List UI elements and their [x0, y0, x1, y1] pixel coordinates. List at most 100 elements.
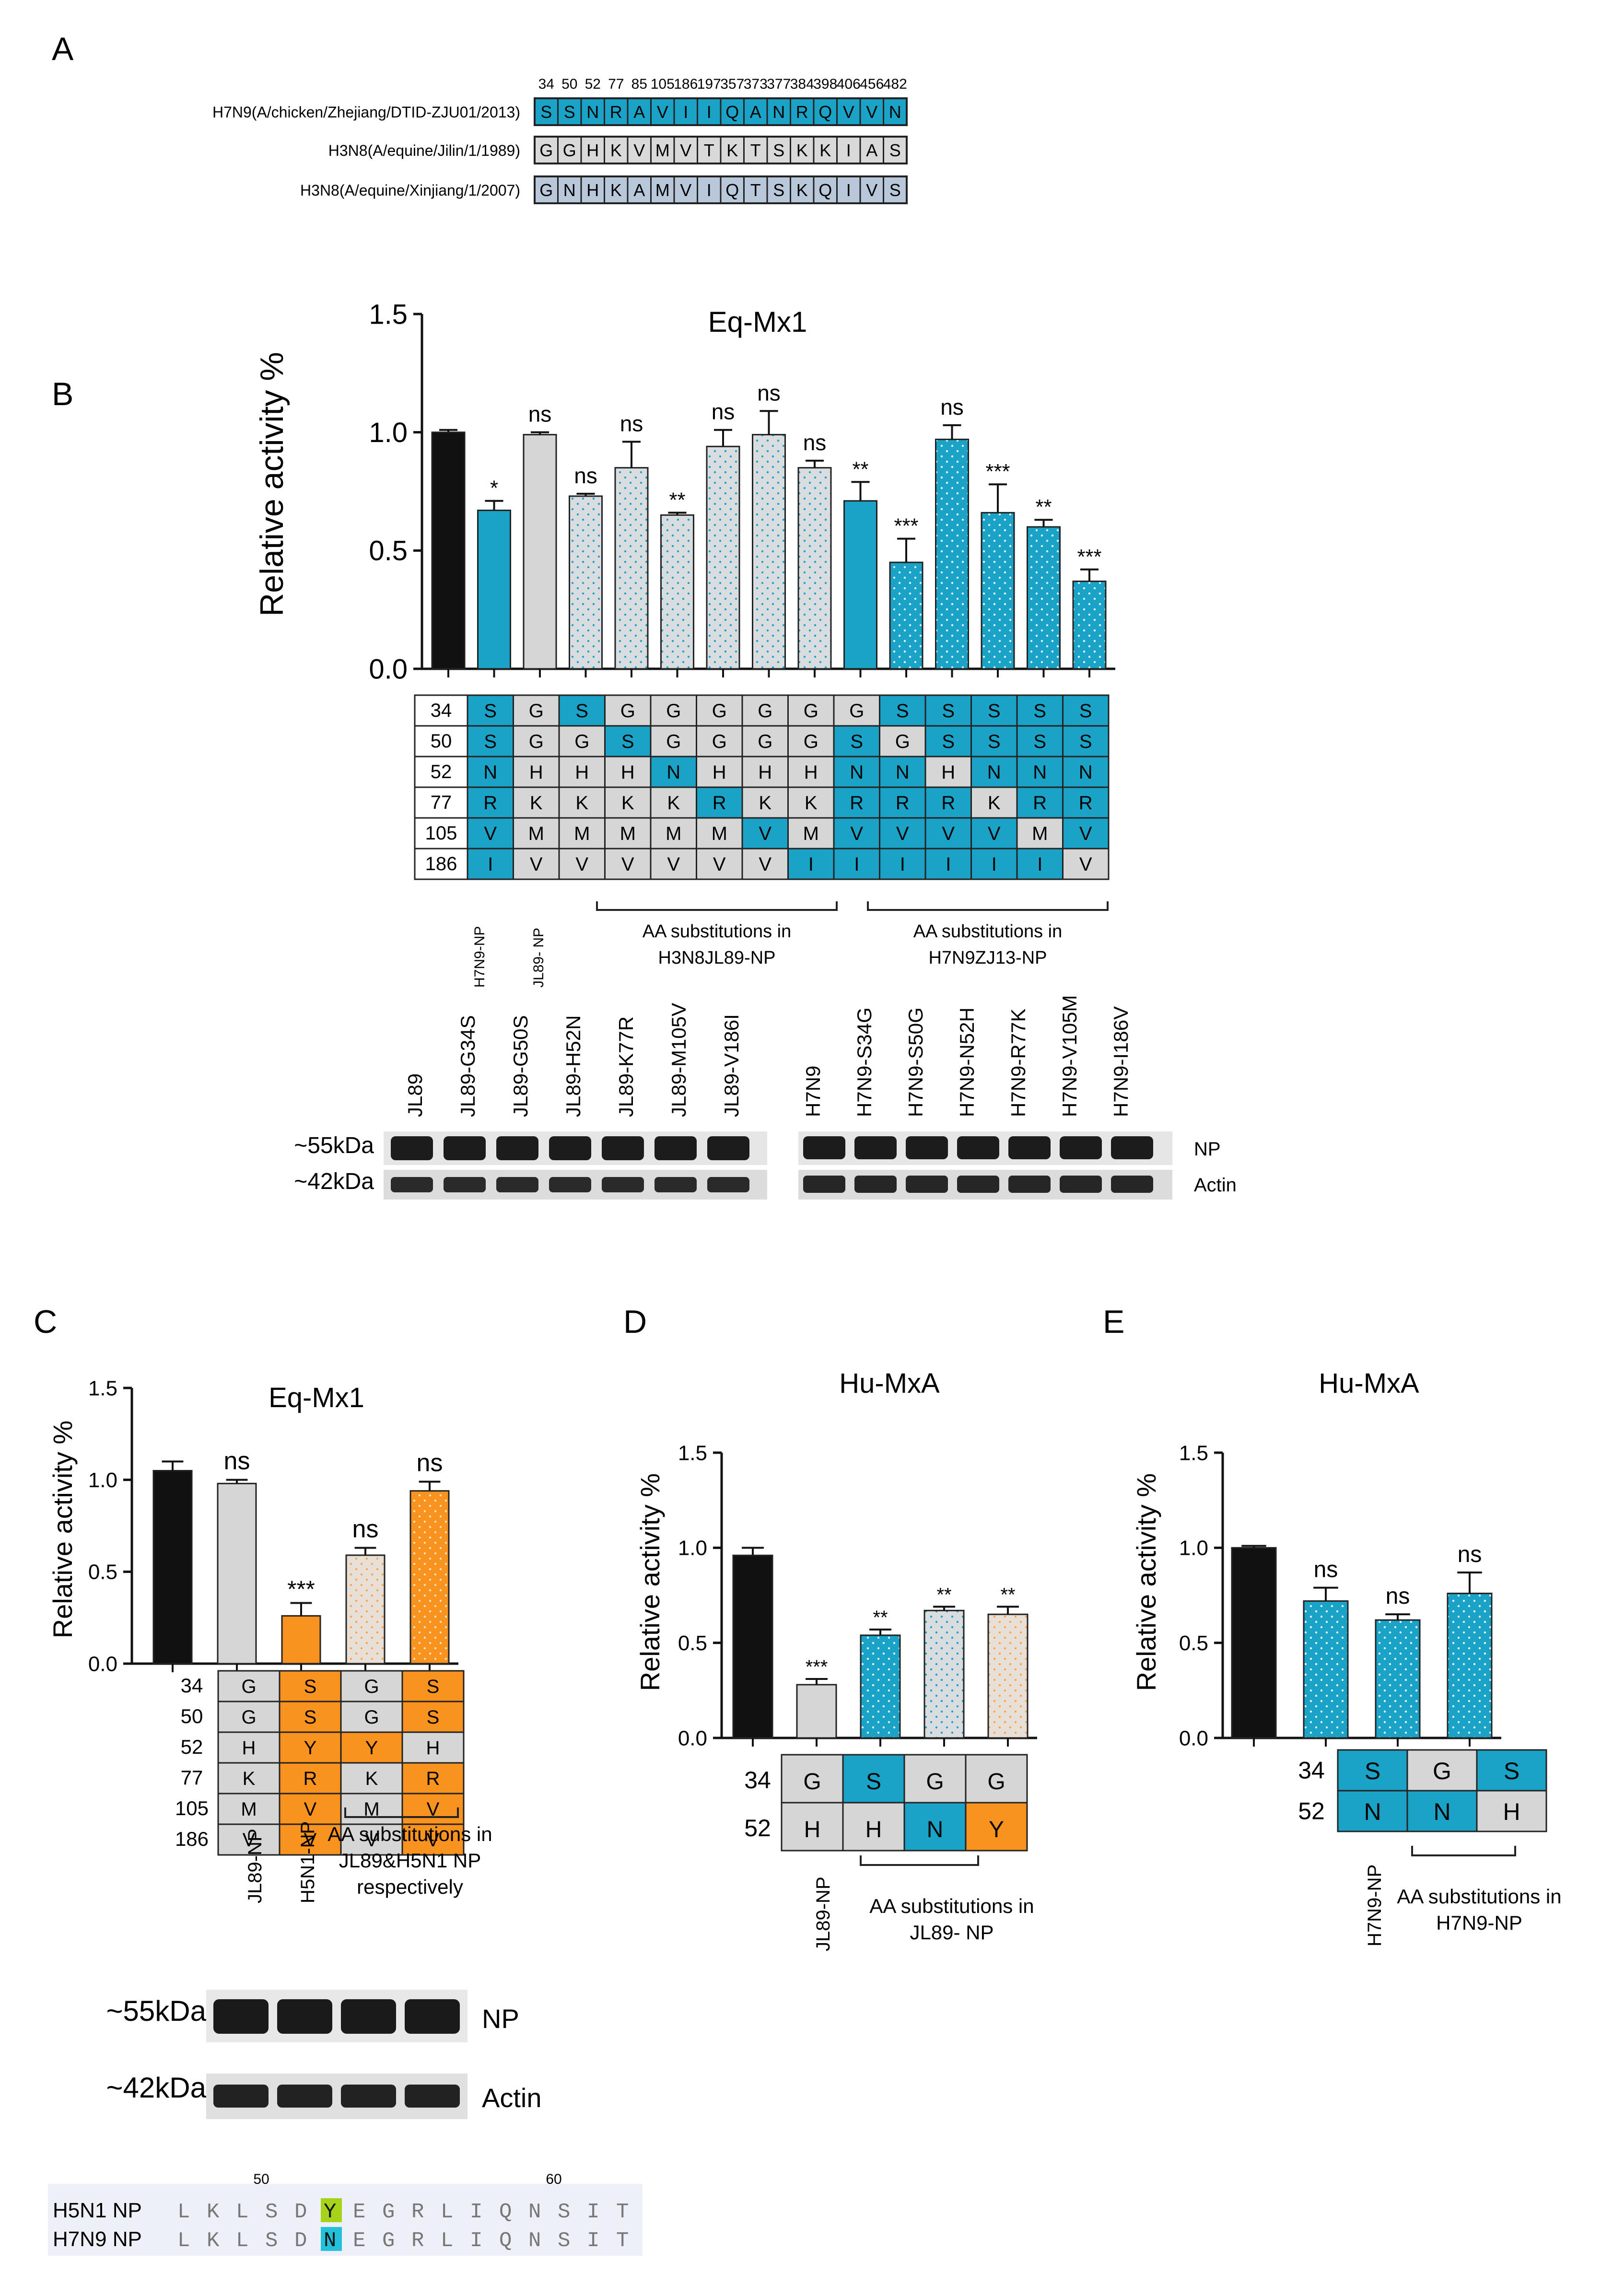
actin-band	[803, 1176, 845, 1193]
panel-d-label: D	[623, 1304, 647, 1340]
residue: G	[539, 180, 553, 200]
grid-cell	[965, 1802, 1028, 1852]
grid-residue: N	[850, 762, 864, 783]
significance-label: **	[852, 457, 868, 481]
lane-label: H7N9-S50G	[904, 1007, 927, 1117]
residue: Q	[818, 102, 832, 122]
grid-row-position: 77	[181, 1766, 203, 1789]
jl89-subs-bracket	[596, 901, 838, 911]
grid-residue: N	[1433, 1798, 1450, 1825]
significance-label: **	[1035, 495, 1052, 519]
np-band	[1008, 1136, 1051, 1159]
actin-band	[391, 1177, 433, 1192]
d-jl89-np-label: JL89-NP	[813, 1876, 834, 1951]
lane-label: JL89-G34S	[456, 1015, 479, 1117]
blot-c-actin-name: Actin	[482, 2083, 542, 2113]
grid-row-position: 52	[744, 1815, 771, 1841]
grid-residue: V	[1079, 823, 1092, 844]
residue: S	[889, 180, 901, 200]
grid-cell	[217, 1823, 281, 1856]
grid-residue: N	[1033, 762, 1047, 783]
residue: G	[539, 140, 553, 160]
residue: V	[633, 140, 645, 160]
d-subs-line2: JL89- NP	[910, 1921, 994, 1944]
sequence-residue: L	[236, 2200, 248, 2224]
lane-label: H7N9-R77K	[1007, 1009, 1029, 1117]
grid-residue: R	[941, 793, 955, 814]
sequence-residue: L	[441, 2200, 453, 2224]
np-band	[655, 1136, 697, 1160]
grid-residue: R	[896, 793, 910, 814]
grid-cell	[340, 1762, 403, 1795]
significance-label: ns	[620, 411, 643, 436]
actin-band	[707, 1177, 749, 1192]
grid-cell	[879, 786, 926, 819]
grid-residue: M	[528, 823, 544, 844]
panel-c-bands	[213, 1999, 460, 2108]
grid-residue: R	[304, 1768, 317, 1789]
grid-residue: S	[575, 700, 588, 722]
grid-residue: V	[667, 854, 680, 875]
sequence-residue: L	[177, 2200, 190, 2224]
grid-residue: S	[942, 731, 955, 752]
grid-cell	[467, 694, 514, 727]
grid-cell	[513, 756, 560, 788]
c-subs-bracket	[344, 1807, 459, 1818]
e-subs-bracket	[1411, 1846, 1516, 1856]
grid-cell	[558, 725, 606, 758]
grid-cell	[217, 1670, 281, 1702]
actin-band	[655, 1177, 697, 1192]
grid-cell	[1016, 725, 1064, 758]
grid-residue: Y	[365, 1737, 378, 1759]
highlighted-residue: N	[324, 2229, 336, 2253]
sequence-residue: T	[616, 2229, 629, 2253]
grid-residue: N	[1079, 762, 1093, 783]
residue: K	[819, 140, 831, 160]
sequence-residue: R	[411, 2229, 424, 2253]
y-tick-label: 0.5	[88, 1561, 117, 1584]
significance-label: ns	[1458, 1542, 1482, 1567]
significance-label: ns	[224, 1447, 250, 1475]
position-number: 398	[813, 76, 837, 92]
grid-residue: H	[529, 762, 543, 783]
residue: S	[889, 140, 901, 160]
grid-cell	[970, 786, 1018, 819]
sequence-name: H7N9 NP	[53, 2227, 142, 2251]
position-number: 105	[651, 76, 675, 92]
actin-band	[444, 1177, 486, 1192]
lane-label: JL89-H52N	[562, 1015, 584, 1117]
strain-name: H3N8(A/equine/Xinjiang/1/2007)	[300, 182, 520, 199]
y-tick-label: 0.5	[678, 1632, 707, 1655]
grid-row-position: 50	[181, 1705, 203, 1727]
grid-cell	[1406, 1790, 1478, 1832]
grid-residue: N	[987, 762, 1001, 783]
residue: K	[610, 180, 622, 200]
sequence-residue: T	[616, 2200, 629, 2224]
y-tick-label: 1.5	[678, 1441, 707, 1465]
bar	[217, 1482, 257, 1665]
grid-residue: S	[942, 700, 955, 722]
grid-cell	[401, 1670, 465, 1702]
grid-residue: S	[1504, 1758, 1519, 1784]
grid-cell	[741, 786, 789, 819]
grid-residue: K	[621, 793, 634, 814]
actin-band	[496, 1177, 538, 1192]
grid-cell	[558, 756, 606, 788]
bar	[614, 467, 649, 670]
grid-cell	[696, 725, 743, 758]
grid-residue: G	[574, 731, 589, 752]
residue: S	[564, 102, 575, 122]
panel-d-chart: 0.00.51.01.5******* **	[678, 1441, 1037, 1750]
bar	[860, 1634, 901, 1739]
seq-number-50: 50	[253, 2171, 269, 2187]
grid-residue: M	[803, 823, 819, 844]
grid-residue: K	[667, 793, 680, 814]
grid-residue: V	[304, 1830, 317, 1851]
grid-residue: H	[804, 1817, 821, 1842]
sequence-background	[48, 2184, 643, 2256]
sequence-residue: S	[265, 2200, 278, 2224]
grid-residue: H	[804, 762, 818, 783]
bar	[1375, 1619, 1421, 1739]
panel-b-label: B	[52, 376, 73, 412]
